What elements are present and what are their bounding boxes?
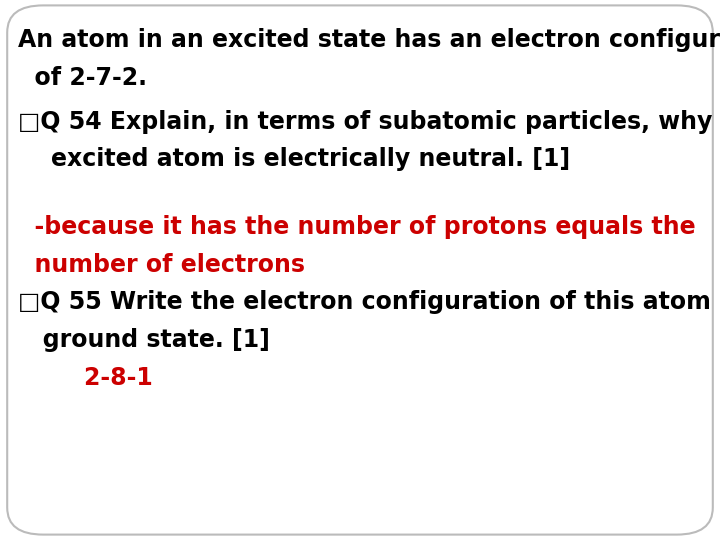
FancyBboxPatch shape	[7, 5, 713, 535]
Text: An atom in an excited state has an electron configuration: An atom in an excited state has an elect…	[18, 29, 720, 52]
Text: excited atom is electrically neutral. [1]: excited atom is electrically neutral. [1…	[18, 147, 570, 171]
Text: 2-8-1: 2-8-1	[18, 366, 153, 390]
Text: number of electrons: number of electrons	[18, 253, 305, 276]
Text: □Q 55 Write the electron configuration of this atom in the: □Q 55 Write the electron configuration o…	[18, 291, 720, 314]
Text: □Q 54 Explain, in terms of subatomic particles, why this: □Q 54 Explain, in terms of subatomic par…	[18, 110, 720, 133]
Text: ground state. [1]: ground state. [1]	[18, 328, 270, 352]
Text: -because it has the number of protons equals the: -because it has the number of protons eq…	[18, 215, 696, 239]
Text: of 2-7-2.: of 2-7-2.	[18, 66, 147, 90]
